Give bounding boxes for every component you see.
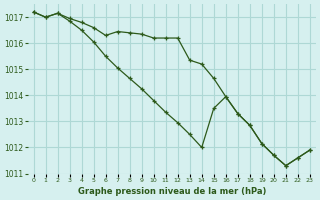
X-axis label: Graphe pression niveau de la mer (hPa): Graphe pression niveau de la mer (hPa) <box>77 187 266 196</box>
